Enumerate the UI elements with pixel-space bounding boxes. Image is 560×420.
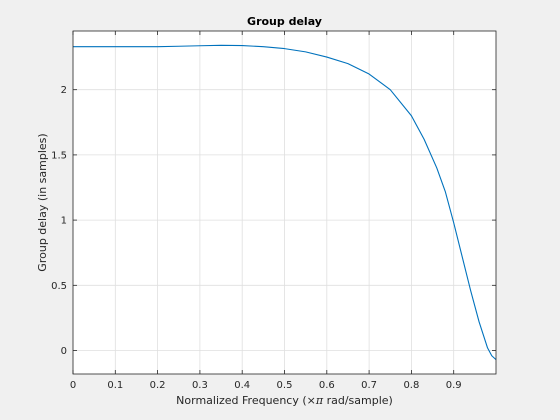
- x-axis-label: Normalized Frequency (×π rad/sample): [176, 394, 393, 407]
- x-tick-label: 0.5: [277, 380, 293, 391]
- y-tick-label: 2: [61, 85, 67, 96]
- y-tick-label: 1: [61, 216, 67, 227]
- chart-title: Group delay: [247, 15, 322, 28]
- x-tick-label: 0.8: [403, 380, 419, 391]
- y-tick-label: 0.5: [51, 281, 67, 292]
- x-axis-label-main: Normalized Frequency (×: [176, 394, 316, 407]
- grid: [72, 31, 496, 374]
- x-tick-label: 0.2: [150, 380, 166, 391]
- x-tick-label: 0.6: [319, 380, 335, 391]
- x-tick-label: 0.4: [234, 380, 250, 391]
- plot-lines: [73, 44, 497, 361]
- x-tick-label: 0.7: [361, 380, 377, 391]
- x-tick-label: 0.9: [446, 380, 462, 391]
- y-axis-label: Group delay (in samples): [36, 133, 49, 271]
- y-tick-label: 1.5: [51, 150, 67, 161]
- x-axis-label-pi: π: [315, 394, 324, 407]
- x-tick-label: 0.3: [192, 380, 208, 391]
- group-delay-line: [73, 44, 497, 361]
- ticks: 0 0.1 0.2 0.3 0.4 0.5 0.6 0.7 0.8 0.9 0 0.5 1 1.5 2: [51, 31, 496, 391]
- x-tick-label: 0: [70, 380, 76, 391]
- y-tick-label: 0: [61, 346, 67, 357]
- x-tick-label: 0.1: [107, 380, 123, 391]
- x-axis-label-tail: rad/sample): [323, 394, 393, 407]
